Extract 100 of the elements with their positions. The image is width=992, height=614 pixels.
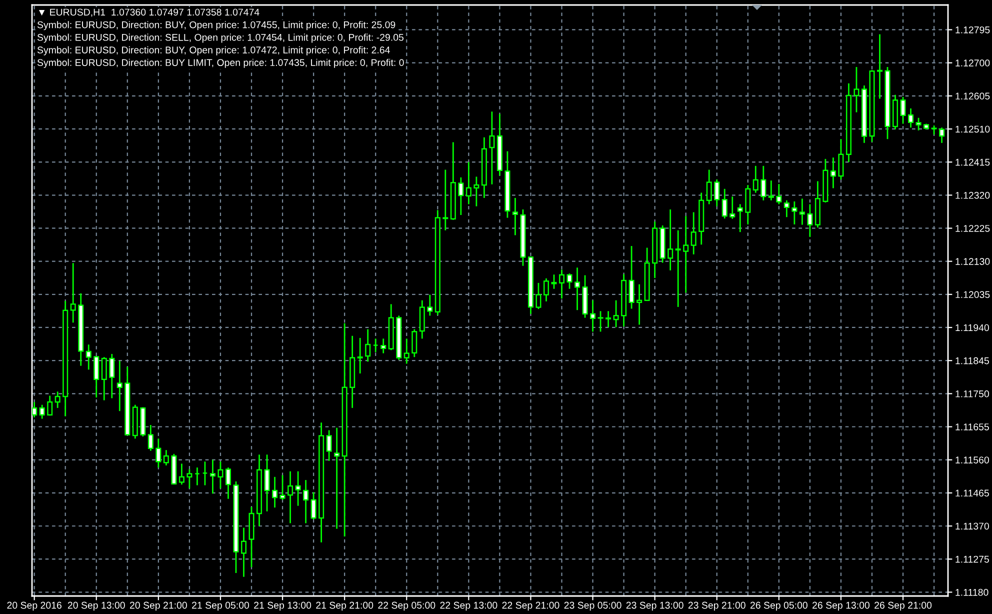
candlestick	[86, 344, 92, 370]
y-tick-label: 1.11940	[956, 324, 989, 332]
y-tick-label: 1.12415	[956, 158, 990, 166]
x-tick-label: 26 Sep 13:00	[812, 602, 870, 611]
candlestick	[412, 328, 418, 358]
candlestick	[47, 395, 53, 416]
candlestick	[590, 300, 596, 332]
candlestick	[784, 200, 790, 218]
candlestick	[70, 262, 76, 324]
candlestick	[512, 197, 518, 236]
candlestick	[280, 474, 286, 501]
x-tick-label: 21 Sep 13:00	[254, 602, 312, 611]
candlestick	[613, 300, 619, 328]
candlestick	[730, 196, 736, 220]
candlestick	[458, 176, 464, 216]
y-tick-label: 1.11750	[956, 390, 989, 398]
candlestick	[776, 183, 782, 205]
candlestick	[598, 310, 604, 332]
candlestick	[830, 156, 836, 189]
y-tick-label: 1.12700	[956, 60, 990, 66]
x-tick-label: 26 Sep 21:00	[874, 602, 932, 611]
y-tick-label: 1.12510	[956, 126, 990, 133]
candlestick	[838, 138, 844, 180]
x-tick-label: 23 Sep 13:00	[626, 602, 684, 611]
candlestick	[218, 460, 224, 490]
y-tick-label: 1.11560	[956, 456, 989, 464]
candlestick	[148, 424, 154, 452]
candlestick	[156, 438, 162, 468]
x-tick-label: 23 Sep 21:00	[688, 602, 746, 611]
x-tick-label: 22 Sep 05:00	[378, 602, 436, 611]
y-tick-label: 1.12035	[956, 291, 990, 298]
candlestick	[900, 96, 906, 124]
candlestick	[752, 165, 758, 194]
annotation: Symbol: EURUSD, Direction: BUY LIMIT, Open price: 1.07435, Limit price: 0, Profit: 0	[37, 58, 404, 68]
candlestick	[489, 110, 495, 186]
candlestick	[39, 404, 45, 420]
candlestick	[380, 338, 386, 354]
candlestick	[636, 284, 642, 326]
candlestick	[628, 245, 634, 310]
candlestick	[240, 527, 246, 578]
chart-title: ▼ EURUSD,H1 1.07360 1.07497 1.07358 1.07474	[38, 8, 260, 17]
candlestick	[288, 470, 294, 524]
candlestick	[931, 124, 937, 136]
candlestick	[442, 169, 448, 232]
candlestick	[264, 454, 270, 512]
candlestick	[54, 390, 60, 409]
candlestick	[574, 266, 580, 311]
candlestick	[404, 338, 410, 364]
candlestick	[94, 355, 100, 398]
candlestick	[760, 165, 766, 202]
candlestick	[799, 198, 805, 226]
x-tick-label: 20 Sep 21:00	[130, 602, 187, 611]
y-tick-label: 1.12605	[956, 92, 990, 100]
candlestick	[210, 459, 216, 494]
candlestick	[225, 466, 231, 500]
candlestick	[163, 449, 169, 466]
y-tick-label: 1.12795	[956, 26, 990, 34]
candlestick	[310, 492, 316, 520]
candlestick	[690, 212, 696, 256]
candlestick	[668, 208, 674, 272]
x-tick-label: 21 Sep 05:00	[192, 602, 250, 611]
y-tick-label: 1.12320	[956, 192, 990, 199]
candlestick	[326, 430, 332, 462]
candlestick	[365, 328, 371, 362]
candlestick	[876, 34, 883, 100]
candlestick	[116, 360, 122, 412]
candlestick	[186, 468, 192, 490]
x-tick-label: 20 Sep 13:00	[68, 602, 125, 611]
candlestick	[101, 356, 107, 401]
y-tick-label: 1.11845	[956, 357, 989, 364]
candlestick	[558, 268, 564, 300]
y-tick-label: 1.11275	[956, 556, 989, 563]
y-tick-label: 1.11370	[956, 522, 989, 530]
candlestick	[466, 161, 472, 205]
x-tick-label: 20 Sep 2016	[7, 602, 62, 611]
x-tick-label: 26 Sep 05:00	[750, 602, 808, 611]
candlestick	[714, 178, 720, 207]
candlestick	[675, 230, 681, 308]
annotation: Symbol: EURUSD, Direction: SELL, Open price: 1.07454, Limit price: 0, Profit: -29.05	[37, 34, 404, 43]
candlestick	[303, 479, 309, 524]
candlestick	[357, 337, 363, 374]
candlestick	[566, 272, 572, 290]
x-tick-label: 21 Sep 21:00	[316, 602, 374, 611]
x-tick-label: 22 Sep 21:00	[502, 602, 560, 611]
y-tick-label: 1.12130	[956, 258, 990, 265]
candlestick	[722, 188, 728, 220]
candlestick	[908, 108, 914, 128]
candlestick	[272, 476, 278, 508]
candlestick	[551, 274, 557, 290]
candlestick	[792, 200, 798, 226]
candlestick	[474, 176, 480, 207]
candlestick	[706, 169, 712, 205]
x-tick-label: 23 Sep 05:00	[564, 602, 622, 611]
candlestick	[683, 215, 689, 294]
candlestick	[768, 180, 774, 202]
candlestick	[745, 184, 751, 226]
candlestick	[334, 427, 340, 530]
candlestick	[427, 294, 433, 316]
candlestick	[543, 278, 549, 302]
candlestick	[536, 282, 542, 310]
